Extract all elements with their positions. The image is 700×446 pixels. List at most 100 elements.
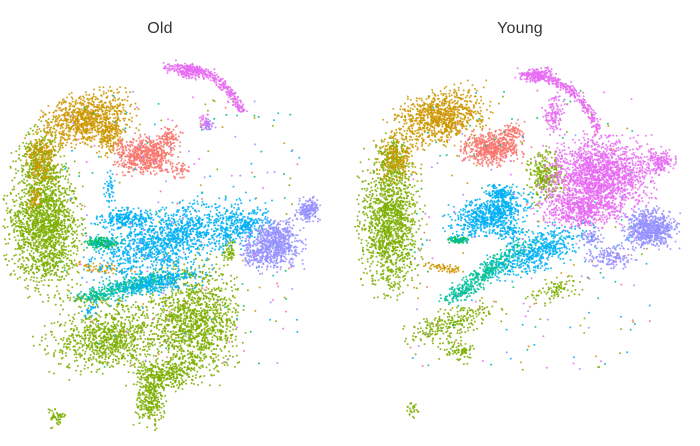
data-point (177, 317, 180, 319)
data-point (176, 305, 179, 308)
data-point (176, 298, 179, 301)
data-point (9, 165, 12, 168)
data-point (190, 340, 193, 342)
data-point (54, 349, 57, 352)
data-point (195, 374, 198, 377)
data-point (216, 344, 219, 347)
data-point (52, 189, 55, 192)
data-point (44, 234, 47, 237)
data-point (171, 322, 174, 325)
data-point (136, 369, 139, 372)
data-point (68, 338, 71, 341)
data-point (200, 365, 203, 367)
data-point (227, 311, 230, 313)
data-point (32, 255, 35, 258)
data-point (106, 323, 109, 325)
data-point (176, 370, 179, 373)
data-point (168, 306, 170, 309)
data-point (31, 247, 34, 250)
data-point (43, 242, 45, 245)
data-point (36, 266, 39, 269)
data-point (51, 237, 54, 240)
data-point (196, 300, 199, 303)
data-point (181, 268, 184, 271)
data-point (137, 413, 140, 416)
data-point (188, 288, 191, 291)
data-point (13, 176, 16, 179)
data-point (190, 298, 193, 301)
data-point (208, 300, 211, 303)
data-point (44, 249, 47, 252)
data-point (17, 265, 20, 268)
data-point (52, 231, 55, 234)
data-point (57, 420, 60, 423)
data-point (17, 219, 20, 222)
data-point (31, 271, 34, 274)
data-point (60, 235, 62, 238)
data-point (192, 291, 195, 294)
data-point (231, 340, 234, 343)
data-point (214, 324, 217, 327)
data-point (156, 323, 159, 326)
data-point (233, 365, 236, 368)
data-point (152, 384, 155, 387)
data-point (146, 353, 149, 356)
data-point (60, 249, 63, 252)
data-point (67, 284, 70, 287)
data-point (210, 292, 213, 295)
data-point (205, 355, 207, 358)
data-point (70, 322, 73, 325)
data-point (80, 217, 83, 219)
data-point (152, 306, 155, 309)
data-point (160, 379, 163, 382)
data-point (192, 328, 195, 331)
data-point (144, 353, 146, 356)
data-point (214, 293, 217, 296)
data-point (20, 211, 23, 214)
data-point (196, 344, 199, 346)
data-point (160, 382, 163, 385)
data-point (58, 234, 61, 237)
data-point (41, 213, 44, 216)
data-point (31, 263, 34, 266)
data-point (203, 312, 206, 315)
data-point (170, 376, 173, 379)
data-point (164, 394, 167, 397)
data-point (144, 412, 147, 415)
data-point (168, 378, 171, 380)
data-point (72, 230, 74, 233)
data-point (37, 246, 40, 249)
data-point (61, 214, 64, 217)
data-point (132, 383, 135, 386)
data-point (166, 373, 169, 376)
data-point (114, 337, 116, 340)
umap-panel-old: Old (2, 20, 322, 432)
data-point (175, 316, 178, 318)
data-point (223, 364, 226, 366)
data-point (67, 212, 70, 215)
data-point (40, 182, 43, 184)
data-point (147, 391, 150, 394)
data-point (102, 322, 105, 325)
data-point (44, 195, 47, 198)
data-point (65, 264, 68, 267)
data-point (79, 202, 82, 205)
data-point (59, 171, 62, 174)
data-point (212, 330, 215, 333)
data-point (32, 252, 35, 255)
data-point (180, 352, 183, 355)
data-point (53, 249, 56, 252)
data-point (91, 350, 94, 353)
data-point (54, 226, 57, 229)
data-point (231, 355, 234, 358)
data-point (56, 212, 59, 215)
data-point (82, 228, 85, 231)
data-point (56, 171, 59, 174)
data-point (2, 197, 5, 200)
data-point (109, 333, 112, 336)
data-point (47, 279, 50, 281)
data-point (183, 342, 186, 345)
data-point (206, 280, 209, 283)
data-point (226, 325, 229, 328)
data-point (225, 299, 228, 302)
